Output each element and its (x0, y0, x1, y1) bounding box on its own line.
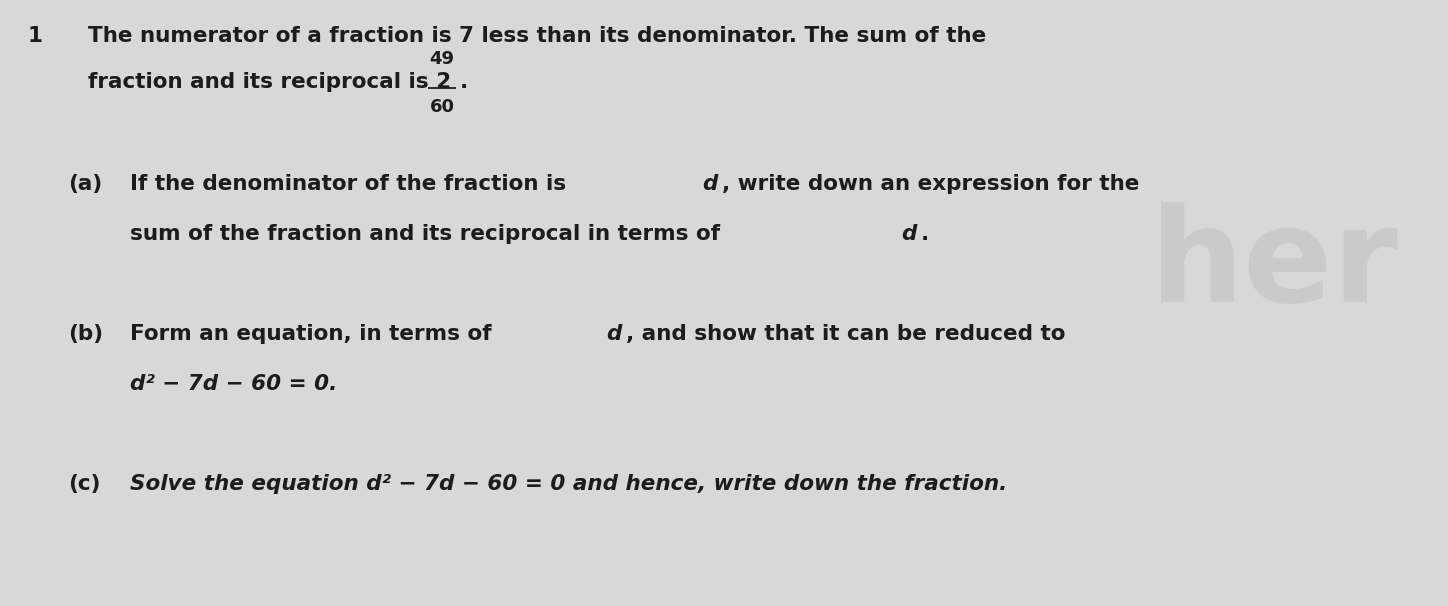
Text: d: d (607, 324, 621, 344)
Text: d² − 7d − 60 = 0.: d² − 7d − 60 = 0. (130, 374, 337, 394)
Text: (a): (a) (68, 174, 103, 194)
Text: Form an equation, in terms of: Form an equation, in terms of (130, 324, 500, 344)
Text: fraction and its reciprocal is 2: fraction and its reciprocal is 2 (88, 72, 452, 92)
Text: .: . (460, 72, 468, 92)
Text: 49: 49 (430, 50, 455, 68)
Text: (c): (c) (68, 474, 100, 494)
Text: , and show that it can be reduced to: , and show that it can be reduced to (626, 324, 1066, 344)
Text: sum of the fraction and its reciprocal in terms of: sum of the fraction and its reciprocal i… (130, 224, 728, 244)
Text: 1: 1 (28, 26, 43, 46)
Text: .: . (921, 224, 930, 244)
Text: Solve the equation d² − 7d − 60 = 0 and hence, write down the fraction.: Solve the equation d² − 7d − 60 = 0 and … (130, 474, 1008, 494)
Text: her: her (1150, 202, 1399, 330)
Text: d: d (901, 224, 917, 244)
Text: , write down an expression for the: , write down an expression for the (723, 174, 1140, 194)
Text: (b): (b) (68, 324, 103, 344)
Text: The numerator of a fraction is 7 less than its denominator. The sum of the: The numerator of a fraction is 7 less th… (88, 26, 986, 46)
Text: 60: 60 (430, 98, 455, 116)
Text: If the denominator of the fraction is: If the denominator of the fraction is (130, 174, 573, 194)
Text: d: d (702, 174, 718, 194)
